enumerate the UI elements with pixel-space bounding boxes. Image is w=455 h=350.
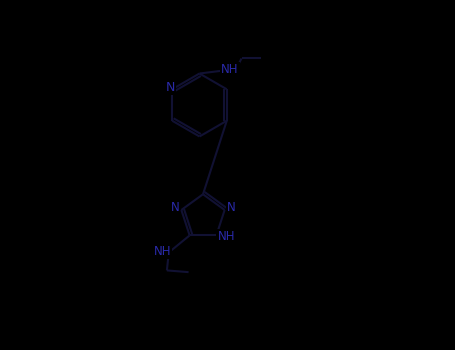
Text: N: N xyxy=(227,201,235,214)
Text: NH: NH xyxy=(221,63,239,76)
Text: NH: NH xyxy=(217,230,235,243)
Text: N: N xyxy=(166,81,175,94)
Text: N: N xyxy=(171,201,179,214)
Text: NH: NH xyxy=(154,245,172,258)
